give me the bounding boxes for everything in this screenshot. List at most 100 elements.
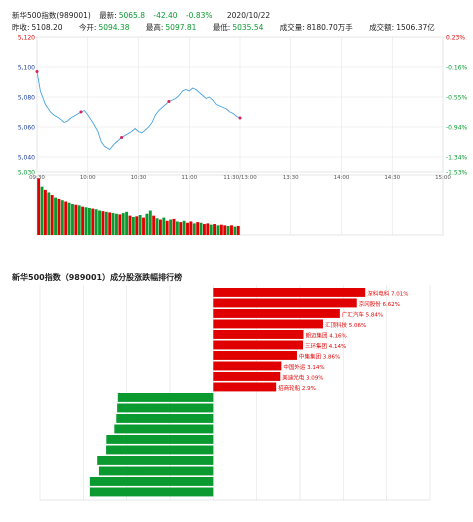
ranking-bar-label: 春秋航空 -5.28% xyxy=(101,468,144,476)
ranking-bar xyxy=(213,298,357,308)
price-line xyxy=(36,71,241,151)
volume-bar xyxy=(135,216,139,235)
volume-bar xyxy=(145,213,149,235)
quote-header-line2: 昨收: 5108.20 今开: 5094.38 最高: 5097.81 最低: 5035… xyxy=(12,22,441,33)
time-tick-label: 11:00 xyxy=(181,175,197,181)
ranking-bar xyxy=(89,487,214,497)
pct-tick-label: 0.23% xyxy=(446,35,465,42)
volume-bar xyxy=(175,221,179,235)
ranking-bar xyxy=(213,319,323,329)
ranking-bar-label: 德赛黄金 -4.94% xyxy=(108,436,151,444)
price-tick-label: 5,080 xyxy=(18,95,35,102)
volume-bar xyxy=(71,204,74,235)
time-tick-label: 10:00 xyxy=(80,175,96,181)
volume-bar xyxy=(186,222,189,235)
ranking-bar xyxy=(106,435,214,444)
pct-tick-label: -0.94% xyxy=(446,125,468,132)
volume-bar xyxy=(152,215,156,235)
ranking-chart-title: 新华500指数（989001）成分股涨跌幅排行榜 xyxy=(12,273,183,282)
volume-bar xyxy=(196,222,200,235)
volume-bar xyxy=(40,186,44,235)
ranking-bar-label: 沃森生物 -4.48% xyxy=(118,415,161,423)
volume-bar xyxy=(155,218,159,235)
volume-bar xyxy=(98,210,101,235)
ranking-bar xyxy=(117,403,214,413)
low-value: 5035.54 xyxy=(232,23,264,32)
amount-label: 成交额: xyxy=(369,23,395,32)
volume-bar xyxy=(84,207,88,235)
volume-bar xyxy=(64,201,68,235)
volume-bar xyxy=(219,224,223,235)
price-marker-point xyxy=(120,136,124,139)
ranking-bar-label: 泰森生物 -5.7% xyxy=(92,478,132,486)
latest-label: 最新: xyxy=(99,11,117,20)
ranking-bar xyxy=(213,288,366,297)
ranking-bar xyxy=(213,382,277,392)
volume-label: 成交量: xyxy=(279,23,305,32)
volume-bar xyxy=(87,207,91,235)
ranking-bar xyxy=(98,466,214,476)
volume-bar xyxy=(115,213,118,235)
volume-bar xyxy=(54,197,57,235)
ranking-bar xyxy=(213,309,340,318)
time-tick-label: 14:00 xyxy=(334,175,350,181)
time-tick-label: 11:30/13:00 xyxy=(223,175,257,181)
ranking-bar-label: 首药股份 -4.41% xyxy=(120,394,163,402)
ranking-bar xyxy=(213,351,297,360)
volume-bar xyxy=(138,215,142,235)
ranking-bar-label: 招商轮船 2.9% xyxy=(278,384,316,392)
volume-bar xyxy=(118,214,122,235)
amount-value: 1506.37亿 xyxy=(396,23,435,32)
volume-bar xyxy=(47,192,51,235)
volume-bar xyxy=(67,202,71,235)
volume-bar xyxy=(230,225,233,235)
prev-close-value: 5108.20 xyxy=(31,23,63,32)
time-tick-label: 09:30 xyxy=(29,175,45,181)
ranking-bar-label: 京冈股份 6.62% xyxy=(359,300,400,308)
price-marker-point xyxy=(79,110,83,114)
volume-bar xyxy=(94,209,98,235)
price-tick-label: 5,060 xyxy=(18,125,35,132)
ranking-bar xyxy=(213,330,304,339)
time-tick-label: 15:00 xyxy=(435,175,451,181)
change-pct: -0.83% xyxy=(185,11,213,20)
volume-bar xyxy=(77,205,81,235)
volume-bar xyxy=(162,217,166,235)
volume-bar xyxy=(101,211,105,235)
prev-close-label: 昨收: xyxy=(12,23,30,32)
volume-bar xyxy=(142,217,145,235)
volume-bar xyxy=(169,219,173,235)
ranking-bar xyxy=(106,445,214,455)
volume-bar xyxy=(57,198,61,235)
volume-bar xyxy=(74,204,78,235)
ranking-bar-label: 美迪光电 3.09% xyxy=(282,373,323,381)
volume-bar xyxy=(179,222,183,235)
volume-bar xyxy=(148,210,152,235)
volume-bar xyxy=(236,225,240,235)
volume-value: 8180.70万手 xyxy=(306,23,353,32)
pct-tick-label: -0.55% xyxy=(446,95,468,102)
volume-bar xyxy=(192,223,196,235)
ranking-bar-label: 中国外运 3.14% xyxy=(283,363,324,371)
ranking-bar-label: 三环集团 4.14% xyxy=(305,342,346,350)
high-value: 5097.81 xyxy=(165,23,197,32)
volume-bar xyxy=(37,178,41,235)
volume-bar xyxy=(202,224,206,235)
quote-date: 2020/10/22 xyxy=(226,11,271,20)
volume-bar xyxy=(50,195,54,235)
volume-bar xyxy=(165,220,169,235)
high-label: 最高: xyxy=(145,23,164,32)
open-label: 今开: xyxy=(78,23,97,32)
price-tick-label: 5,120 xyxy=(18,35,35,42)
volume-bar xyxy=(182,220,186,235)
latest-value: 5065.8 xyxy=(118,11,145,20)
time-tick-label: 10:30 xyxy=(131,175,147,181)
volume-bar xyxy=(121,213,125,235)
volume-bar xyxy=(206,223,210,235)
pct-tick-label: -0.16% xyxy=(446,65,468,72)
volume-bar xyxy=(209,224,213,235)
volume-bar xyxy=(104,211,108,235)
ranking-bar-label: 汇顶科技 5.06% xyxy=(325,321,366,329)
price-tick-label: 5,100 xyxy=(18,65,35,72)
volume-bar xyxy=(159,219,162,235)
